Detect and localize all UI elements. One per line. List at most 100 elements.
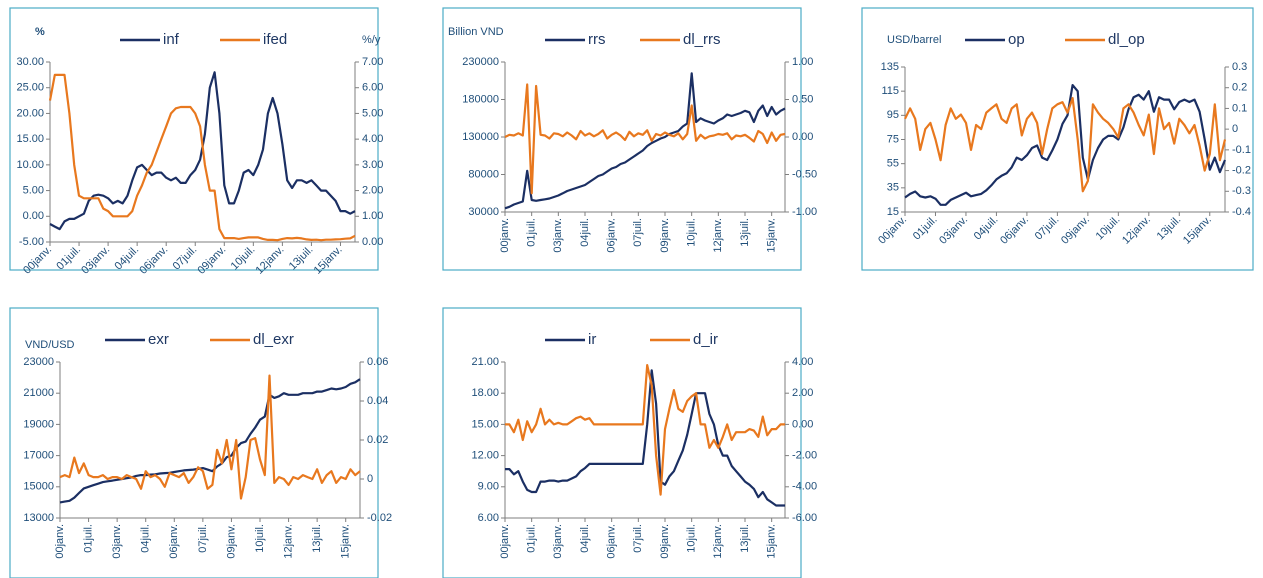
- y-tick-label: 9.00: [478, 481, 499, 493]
- x-tick-label: 00janv.: [21, 244, 54, 277]
- x-tick-label: 07juil.: [1033, 214, 1062, 243]
- x-tick-label: 03janv.: [111, 524, 123, 559]
- legend-label: dl_rrs: [683, 31, 721, 48]
- x-tick-label: 06janv.: [998, 214, 1031, 247]
- x-tick-label: 00janv.: [54, 524, 66, 559]
- y-tick-label: 21.00: [471, 356, 499, 368]
- x-tick-label: 04juil.: [579, 218, 591, 247]
- y-tick-label: 12.00: [471, 450, 499, 462]
- series-line: [59, 374, 361, 500]
- x-tick-label: 04juil.: [140, 524, 152, 553]
- y-tick-label: 13000: [23, 512, 54, 524]
- y2-tick-label: 2.00: [792, 387, 813, 399]
- y2-tick-label: 5.00: [362, 107, 383, 119]
- y-tick-label: 15.00: [16, 133, 44, 145]
- x-tick-label: 13juil.: [1155, 214, 1184, 243]
- y2-tick-label: 0.00: [792, 131, 813, 143]
- y-tick-label: 25.00: [16, 82, 44, 94]
- y-tick-label: 230000: [462, 56, 499, 68]
- y2-tick-label: 0.00: [792, 418, 813, 430]
- panel-border: [442, 307, 802, 578]
- x-tick-label: 09janv.: [659, 524, 671, 559]
- x-tick-label: 07juil.: [632, 218, 644, 247]
- y-axis-unit: Billion VND: [448, 26, 504, 38]
- y-tick-label: 135: [881, 61, 899, 73]
- y2-tick-label: -2.00: [792, 450, 817, 462]
- y-tick-label: 5.00: [23, 184, 44, 196]
- series-line: [904, 84, 1227, 206]
- x-tick-label: 07juil.: [197, 524, 209, 553]
- y2-tick-label: -1.00: [792, 206, 817, 218]
- y-tick-label: 19000: [23, 418, 54, 430]
- legend-label: ir: [588, 331, 596, 348]
- x-tick-label: 03janv.: [79, 244, 112, 277]
- y2-tick-label: 0.00: [362, 236, 383, 248]
- x-tick-label: 15janv.: [766, 524, 778, 559]
- y-tick-label: 15: [887, 206, 899, 218]
- y2-tick-label: 0.50: [792, 93, 813, 105]
- y-tick-label: 35: [887, 182, 899, 194]
- y-tick-label: 15000: [23, 481, 54, 493]
- series-line: [504, 83, 786, 195]
- x-tick-label: 09janv.: [195, 244, 228, 277]
- y-axis-unit-box: Billion VND: [448, 26, 504, 38]
- y2-tick-label: 0.06: [367, 356, 388, 368]
- y2-tick-label: -6.00: [792, 512, 817, 524]
- y2-axis-unit: %/y: [362, 34, 381, 46]
- y-tick-label: 20.00: [16, 107, 44, 119]
- x-tick-label: 01juil.: [526, 524, 538, 553]
- y-tick-label: 75: [887, 133, 899, 145]
- y-tick-label: 115: [881, 85, 899, 97]
- y2-tick-label: 0.1: [1232, 102, 1247, 114]
- y-tick-label: 6.00: [478, 512, 499, 524]
- x-tick-label: 10juil.: [1094, 214, 1123, 243]
- x-tick-label: 15janv.: [340, 524, 352, 559]
- y2-tick-label: 0: [1232, 123, 1238, 135]
- x-tick-label: 10juil.: [254, 524, 266, 553]
- y2-tick-label: 0: [367, 473, 373, 485]
- y2-tick-label: 0.04: [367, 395, 388, 407]
- panel-border: [442, 7, 802, 271]
- y2-tick-label: -0.4: [1232, 206, 1251, 218]
- y-tick-label: 0.00: [23, 210, 44, 222]
- series-line: [504, 72, 786, 210]
- y2-tick-label: -0.3: [1232, 185, 1251, 197]
- x-tick-label: 06janv.: [606, 524, 618, 559]
- y-axis-unit: USD/barrel: [887, 34, 941, 46]
- y2-tick-label: 1.00: [362, 210, 383, 222]
- y2-tick-label: 4.00: [362, 133, 383, 145]
- y-axis-unit: %: [35, 26, 45, 38]
- y2-tick-label: 7.00: [362, 56, 383, 68]
- x-tick-label: 13juil.: [739, 218, 751, 247]
- x-tick-label: 07juil.: [632, 524, 644, 553]
- y-tick-label: 23000: [23, 356, 54, 368]
- y2-tick-label: -0.50: [792, 168, 817, 180]
- legend-label: dl_op: [1108, 31, 1145, 48]
- x-tick-label: 01juil.: [911, 214, 940, 243]
- x-tick-label: 09janv.: [659, 218, 671, 253]
- x-tick-label: 03janv.: [937, 214, 970, 247]
- y2-tick-label: 0.3: [1232, 61, 1247, 73]
- x-tick-label: 13juil.: [739, 524, 751, 553]
- y2-tick-label: -0.1: [1232, 144, 1251, 156]
- x-tick-label: 06janv.: [606, 218, 618, 253]
- x-tick-label: 12janv.: [1120, 214, 1153, 247]
- legend-label: rrs: [588, 31, 606, 48]
- legend-label: ifed: [263, 31, 287, 48]
- x-tick-label: 13juil.: [311, 524, 323, 553]
- y2-tick-label: -0.02: [367, 512, 392, 524]
- y2-tick-label: 1.00: [792, 56, 813, 68]
- x-tick-label: 15janv.: [766, 218, 778, 253]
- x-tick-label: 04juil.: [972, 214, 1001, 243]
- x-tick-label: 00janv.: [499, 218, 511, 253]
- x-tick-label: 12janv.: [712, 218, 724, 253]
- y2-tick-label: 2.00: [362, 184, 383, 196]
- x-tick-label: 00janv.: [499, 524, 511, 559]
- y2-tick-label: 6.00: [362, 82, 383, 94]
- y-tick-label: 180000: [462, 93, 499, 105]
- x-tick-label: 10juil.: [686, 524, 698, 553]
- panel-border: [9, 307, 379, 578]
- series-line: [505, 364, 785, 496]
- x-tick-label: 12janv.: [254, 244, 287, 277]
